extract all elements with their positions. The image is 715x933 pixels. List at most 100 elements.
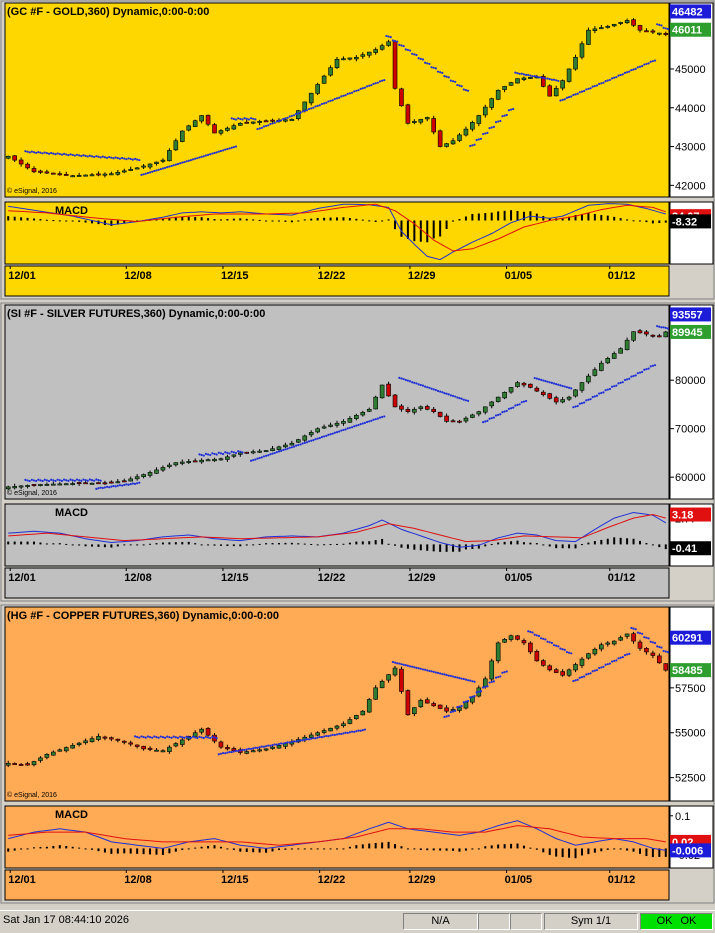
candle-body — [96, 736, 101, 740]
sar-dot — [262, 455, 266, 458]
up-candle — [250, 121, 256, 125]
sar-dot — [398, 376, 401, 379]
candle-body — [431, 408, 436, 413]
sar-dot — [636, 372, 639, 375]
candle-body — [457, 134, 462, 141]
status-ok-cell: OK OK — [640, 913, 713, 930]
up-candle — [495, 641, 501, 664]
candle-body — [5, 155, 11, 159]
sar-dot — [488, 126, 491, 130]
macd-histogram-bar — [458, 544, 461, 552]
up-candle — [257, 449, 262, 454]
candle-body — [18, 485, 24, 488]
macd-histogram-bar — [168, 218, 171, 221]
sar-dot — [540, 76, 543, 79]
status-symbol-cell[interactable]: Sym 1/1 — [544, 913, 638, 930]
macd-histogram-bar — [200, 217, 203, 221]
up-candle — [618, 21, 623, 26]
candle-body — [373, 687, 378, 700]
up-candle — [321, 74, 327, 84]
candle-body — [270, 746, 275, 749]
sar-dot — [387, 35, 390, 38]
sar-dot — [189, 159, 192, 162]
sar-dot — [121, 156, 124, 160]
date-label: 12/22 — [318, 572, 346, 584]
sar-dot — [353, 90, 356, 93]
gold-chart-panel[interactable]: (GC #F - GOLD,360) Dynamic,0:00-0:004601… — [0, 0, 715, 302]
sar-dot — [630, 68, 633, 72]
candle-body — [663, 331, 669, 338]
sar-dot — [520, 72, 523, 75]
macd-histogram-bar — [374, 842, 377, 849]
up-candle — [154, 748, 159, 752]
up-candle — [276, 445, 282, 452]
up-candle — [167, 148, 172, 162]
sar-dot — [161, 167, 165, 170]
macd-histogram-bar — [626, 538, 629, 545]
sar-dot — [363, 86, 367, 89]
candle-body — [431, 703, 436, 707]
sar-dot — [460, 397, 463, 400]
candle-body — [109, 173, 114, 176]
status-empty-cell-2 — [510, 913, 542, 930]
sar-dot — [123, 483, 126, 487]
sar-dot — [185, 735, 188, 738]
down-candle — [386, 381, 391, 397]
sar-dot — [462, 677, 465, 681]
sar-dot — [90, 479, 94, 482]
up-candle — [599, 642, 604, 652]
macd-histogram-bar — [65, 543, 68, 545]
sar-dot — [428, 62, 431, 66]
up-candle — [354, 714, 359, 720]
candle-body — [631, 19, 636, 26]
sar-dot — [591, 395, 594, 399]
candle-body — [96, 482, 101, 485]
sar-dot — [542, 379, 545, 382]
sar-dot — [426, 62, 429, 65]
macd-histogram-bar — [632, 848, 635, 852]
sar-dot — [254, 118, 257, 121]
sar-dot — [97, 155, 100, 158]
macd-pane — [4, 805, 670, 869]
macd-histogram-bar — [52, 543, 55, 545]
macd-histogram-bar — [419, 848, 422, 851]
candle-body — [160, 750, 166, 753]
sar-dot — [56, 478, 59, 481]
macd-histogram-bar — [503, 844, 506, 849]
sar-dot — [632, 68, 635, 71]
silver-chart-panel[interactable]: (SI #F - SILVER FUTURES,360) Dynamic,0:0… — [0, 302, 715, 604]
candle-body — [605, 358, 611, 364]
macd-histogram-bar — [91, 220, 94, 224]
sar-dot — [327, 433, 330, 436]
down-candle — [12, 155, 17, 163]
sar-dot — [509, 108, 513, 111]
macd-histogram-bar — [510, 843, 513, 849]
up-candle — [360, 52, 366, 59]
sar-dot — [473, 680, 476, 683]
candle-body — [566, 68, 572, 82]
candle-body — [121, 740, 127, 743]
macd-histogram-bar — [258, 543, 261, 545]
signal-line — [8, 825, 666, 846]
sar-dot — [565, 386, 569, 389]
macd-histogram-bar — [78, 544, 81, 546]
sar-dot — [245, 748, 248, 751]
sar-dot — [374, 82, 377, 85]
down-candle — [547, 84, 553, 97]
sar-dot — [365, 420, 369, 424]
down-candle — [31, 483, 37, 487]
macd-histogram-bar — [97, 544, 100, 547]
sar-dot — [638, 65, 642, 68]
price-axis-label: 45000 — [675, 64, 706, 76]
candle-body — [360, 710, 366, 716]
sar-dot — [125, 483, 128, 486]
sar-dot — [454, 709, 457, 712]
copper-chart-panel[interactable]: (HG #F - COPPER FUTURES,360) Dynamic,0:0… — [0, 604, 715, 910]
candle-body — [599, 644, 604, 650]
candle-body — [399, 88, 404, 107]
up-candle — [579, 657, 585, 669]
up-candle — [5, 155, 11, 160]
up-candle — [302, 434, 308, 442]
candle-body — [270, 448, 275, 451]
sar-dot — [271, 452, 274, 455]
